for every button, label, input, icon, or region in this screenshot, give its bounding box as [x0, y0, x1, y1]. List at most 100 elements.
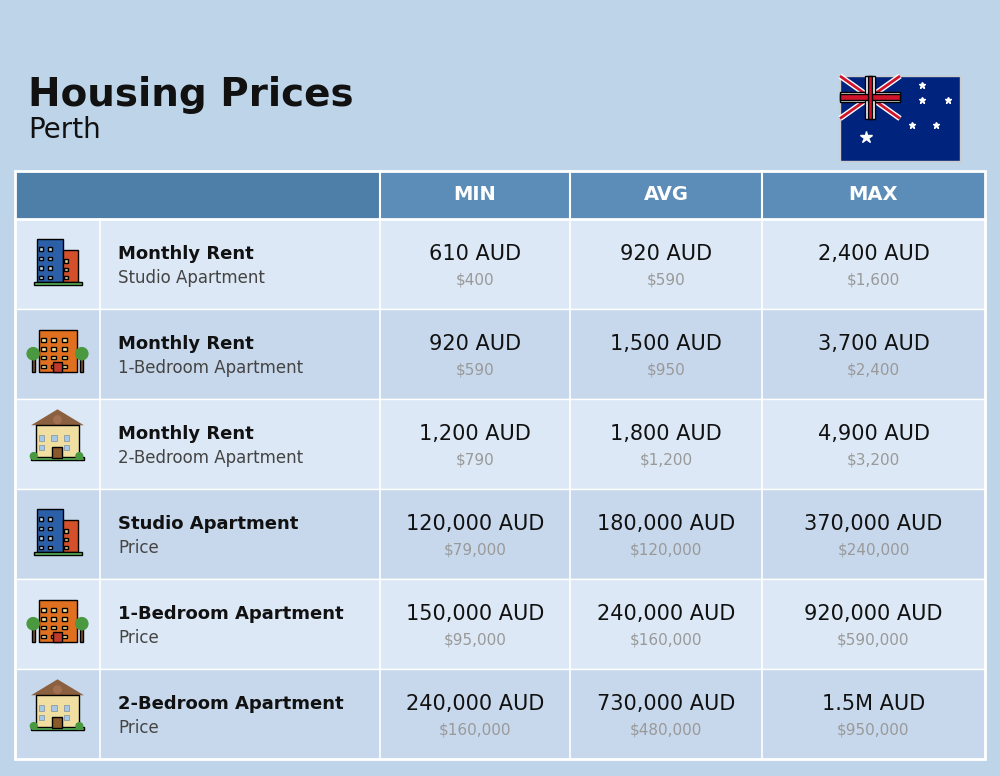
Text: $400: $400 — [456, 272, 494, 287]
Text: 2,400 AUD: 2,400 AUD — [818, 244, 929, 264]
FancyBboxPatch shape — [15, 669, 985, 759]
FancyBboxPatch shape — [62, 338, 67, 342]
FancyBboxPatch shape — [38, 330, 76, 372]
Text: 730,000 AUD: 730,000 AUD — [597, 694, 735, 714]
FancyBboxPatch shape — [62, 608, 67, 612]
FancyBboxPatch shape — [62, 635, 67, 638]
Text: $1,600: $1,600 — [847, 272, 900, 287]
FancyBboxPatch shape — [39, 705, 44, 711]
Text: 920,000 AUD: 920,000 AUD — [804, 604, 943, 624]
Text: 2-Bedroom Apartment: 2-Bedroom Apartment — [118, 695, 344, 713]
FancyBboxPatch shape — [38, 600, 76, 642]
Text: $950,000: $950,000 — [837, 722, 910, 737]
FancyBboxPatch shape — [51, 626, 56, 629]
Text: 1,800 AUD: 1,800 AUD — [610, 424, 722, 444]
FancyBboxPatch shape — [39, 445, 44, 450]
FancyBboxPatch shape — [868, 76, 872, 119]
FancyBboxPatch shape — [15, 489, 985, 579]
FancyBboxPatch shape — [51, 608, 56, 612]
FancyBboxPatch shape — [64, 529, 68, 532]
Text: 180,000 AUD: 180,000 AUD — [597, 514, 735, 534]
FancyBboxPatch shape — [39, 527, 43, 530]
Text: $950: $950 — [647, 362, 685, 377]
Text: Studio Apartment: Studio Apartment — [118, 515, 298, 533]
FancyBboxPatch shape — [36, 425, 79, 458]
Text: $79,000: $79,000 — [444, 542, 506, 557]
Text: 610 AUD: 610 AUD — [429, 244, 521, 264]
FancyBboxPatch shape — [62, 365, 67, 368]
Text: 920 AUD: 920 AUD — [620, 244, 712, 264]
FancyBboxPatch shape — [48, 266, 52, 270]
FancyBboxPatch shape — [37, 508, 63, 553]
FancyBboxPatch shape — [48, 276, 52, 279]
FancyBboxPatch shape — [64, 268, 68, 271]
Text: Monthly Rent: Monthly Rent — [118, 425, 254, 443]
Text: $160,000: $160,000 — [439, 722, 511, 737]
FancyBboxPatch shape — [840, 92, 900, 102]
Text: Monthly Rent: Monthly Rent — [118, 335, 254, 353]
Text: $120,000: $120,000 — [630, 542, 702, 557]
Text: $590: $590 — [647, 272, 685, 287]
FancyBboxPatch shape — [15, 219, 985, 309]
Text: 1-Bedroom Apartment: 1-Bedroom Apartment — [118, 359, 303, 377]
FancyBboxPatch shape — [53, 632, 62, 642]
FancyBboxPatch shape — [64, 435, 69, 441]
FancyBboxPatch shape — [63, 520, 78, 553]
FancyBboxPatch shape — [31, 727, 84, 730]
FancyBboxPatch shape — [64, 445, 69, 450]
FancyBboxPatch shape — [48, 527, 52, 530]
FancyBboxPatch shape — [15, 171, 985, 219]
FancyBboxPatch shape — [51, 356, 56, 359]
FancyBboxPatch shape — [15, 399, 985, 489]
FancyBboxPatch shape — [51, 635, 56, 638]
Text: 150,000 AUD: 150,000 AUD — [406, 604, 544, 624]
Text: $590: $590 — [456, 362, 494, 377]
Polygon shape — [31, 679, 84, 695]
FancyBboxPatch shape — [62, 356, 67, 359]
Circle shape — [27, 618, 39, 630]
FancyBboxPatch shape — [41, 365, 46, 368]
FancyBboxPatch shape — [36, 695, 79, 728]
FancyBboxPatch shape — [41, 356, 46, 359]
FancyBboxPatch shape — [865, 76, 875, 119]
Text: MIN: MIN — [454, 185, 496, 205]
FancyBboxPatch shape — [41, 347, 46, 351]
FancyBboxPatch shape — [64, 546, 68, 549]
FancyBboxPatch shape — [15, 579, 985, 669]
Text: $95,000: $95,000 — [444, 632, 506, 647]
Circle shape — [76, 348, 88, 360]
FancyBboxPatch shape — [51, 435, 57, 441]
Text: $480,000: $480,000 — [630, 722, 702, 737]
Text: 1.5M AUD: 1.5M AUD — [822, 694, 925, 714]
FancyBboxPatch shape — [39, 715, 44, 720]
FancyBboxPatch shape — [39, 518, 43, 521]
Circle shape — [76, 722, 83, 729]
FancyBboxPatch shape — [51, 705, 57, 711]
Text: 1-Bedroom Apartment: 1-Bedroom Apartment — [118, 605, 344, 623]
FancyBboxPatch shape — [31, 457, 84, 460]
Text: 920 AUD: 920 AUD — [429, 334, 521, 354]
FancyBboxPatch shape — [64, 538, 68, 541]
Text: Monthly Rent: Monthly Rent — [118, 245, 254, 263]
FancyBboxPatch shape — [41, 338, 46, 342]
FancyBboxPatch shape — [53, 362, 62, 372]
FancyBboxPatch shape — [62, 617, 67, 621]
Text: MAX: MAX — [849, 185, 898, 205]
FancyBboxPatch shape — [62, 626, 67, 629]
Circle shape — [76, 618, 88, 630]
Polygon shape — [31, 409, 84, 425]
Text: $240,000: $240,000 — [837, 542, 910, 557]
FancyBboxPatch shape — [39, 435, 44, 441]
Text: 2-Bedroom Apartment: 2-Bedroom Apartment — [118, 449, 303, 467]
FancyBboxPatch shape — [15, 309, 985, 399]
FancyBboxPatch shape — [39, 276, 43, 279]
Text: $590,000: $590,000 — [837, 632, 910, 647]
FancyBboxPatch shape — [39, 546, 43, 549]
Text: $790: $790 — [456, 452, 494, 467]
FancyBboxPatch shape — [34, 552, 82, 555]
FancyBboxPatch shape — [48, 518, 52, 521]
FancyBboxPatch shape — [48, 257, 52, 260]
Text: 1,500 AUD: 1,500 AUD — [610, 334, 722, 354]
Text: $2,400: $2,400 — [847, 362, 900, 377]
FancyBboxPatch shape — [52, 447, 62, 458]
